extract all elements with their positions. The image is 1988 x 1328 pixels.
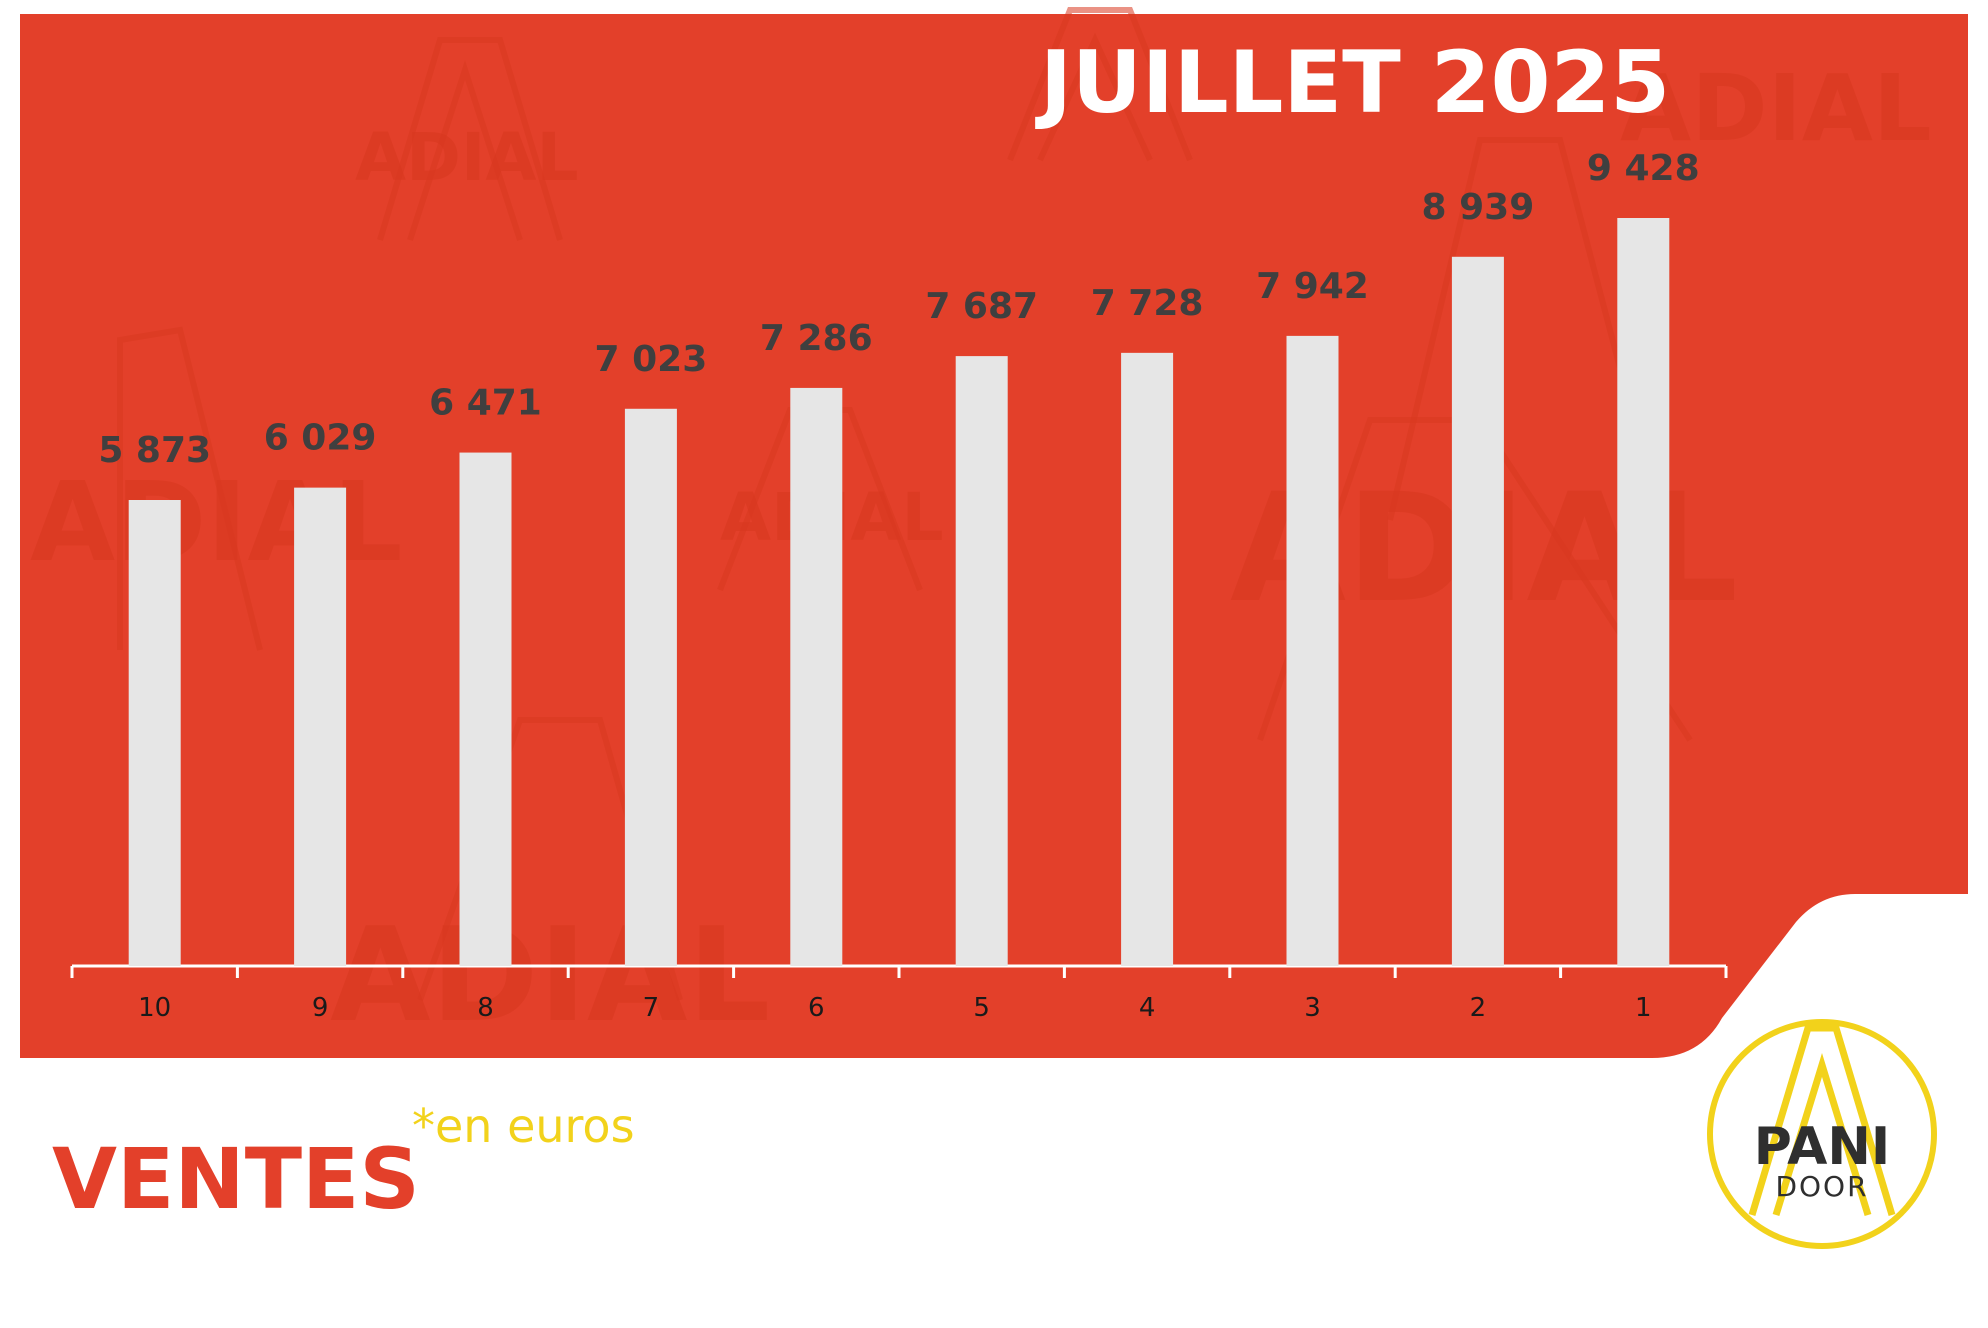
watermark-a-shape (117, 326, 263, 651)
bar-data-label: 7 687 (925, 286, 1038, 327)
x-tick-label: 10 (138, 993, 171, 1023)
bar (128, 500, 181, 966)
x-tick-label: 2 (1470, 993, 1487, 1023)
x-tick-label: 9 (312, 993, 329, 1023)
bar-data-label: 6 029 (264, 418, 377, 459)
bar (1286, 335, 1339, 966)
x-tick-label: 7 (643, 993, 660, 1023)
pani-door-logo: PANI DOOR (1707, 1019, 1937, 1249)
bar-data-label: 5 873 (98, 430, 211, 471)
x-tick-label: 4 (1139, 993, 1156, 1023)
bar (459, 452, 512, 966)
logo-sub-text: DOOR (1775, 1170, 1868, 1203)
x-tick-label: 6 (808, 993, 825, 1023)
bar-data-label: 8 939 (1422, 187, 1535, 228)
watermark-text: ADIAL (30, 458, 403, 586)
logo-a-icon (1748, 1024, 1896, 1217)
x-tick-label: 5 (973, 993, 990, 1023)
currency-note: *en euros (412, 1099, 635, 1153)
bar-data-label: 7 942 (1256, 266, 1369, 307)
bar-data-label: 7 023 (595, 339, 708, 380)
x-tick-label: 1 (1635, 993, 1652, 1023)
bar (1451, 256, 1504, 966)
watermark-text: ADIAL (330, 899, 770, 1051)
watermark-a-shape (1007, 7, 1193, 162)
watermark-a-shape (377, 37, 563, 241)
bar (1121, 352, 1174, 967)
bar (1617, 218, 1670, 966)
bar-chart: 5 873 10 6 029 9 6 471 8 7 023 7 7 286 6 7 687 5 7 7… (70, 148, 1728, 1023)
logo-ring (1707, 1019, 1937, 1249)
x-tick-label: 8 (477, 993, 494, 1023)
bar-data-label: 7 728 (1091, 283, 1204, 324)
watermark-text: ADIAL (355, 119, 579, 196)
bar (624, 408, 677, 966)
bar (294, 487, 347, 966)
bar-data-label: 7 286 (760, 318, 873, 359)
bar-data-label: 6 471 (429, 383, 542, 424)
sales-heading: VENTES (52, 1130, 420, 1228)
x-tick-label: 3 (1304, 993, 1321, 1023)
bar (955, 356, 1008, 967)
watermark-a-shape (1387, 137, 1663, 521)
watermark-text: ADIAL (1620, 55, 1932, 162)
bar-data-label: 9 428 (1587, 148, 1700, 189)
bar (790, 387, 843, 966)
chart-title: JUILLET 2025 (1035, 33, 1670, 133)
logo-main-text: PANI (1754, 1117, 1890, 1177)
